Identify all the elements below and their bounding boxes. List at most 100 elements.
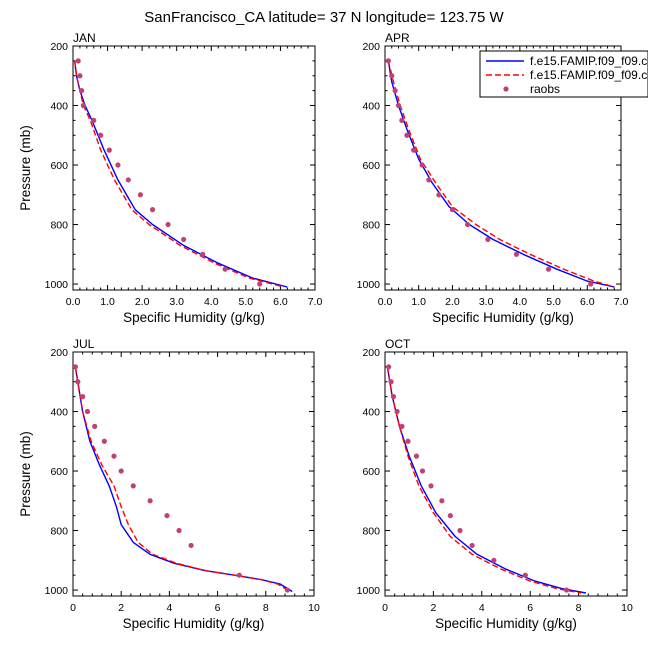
series-line-solid <box>74 60 288 288</box>
x-tick-label: 0 <box>70 602 76 614</box>
x-axis-title: Specific Humidity (g/kg) <box>435 616 577 631</box>
raobs-point <box>392 88 398 94</box>
series-group <box>74 58 288 288</box>
raobs-point <box>147 498 153 504</box>
plot-frame <box>72 45 316 291</box>
y-tick-label: 200 <box>362 41 380 53</box>
raobs-point <box>164 513 170 519</box>
raobs-point <box>388 379 394 385</box>
series-group <box>386 364 587 594</box>
raobs-point <box>200 251 206 257</box>
raobs-point <box>257 281 263 287</box>
x-tick-label: 6.0 <box>273 296 288 308</box>
raobs-point <box>73 364 79 370</box>
x-tick-label: 5.0 <box>546 296 561 308</box>
raobs-point <box>419 468 426 474</box>
y-tick-label: 1000 <box>45 585 69 597</box>
raobs-point <box>118 468 124 474</box>
series-line-dashed <box>386 366 582 594</box>
x-tick-label: 0 <box>382 602 388 614</box>
x-tick-label: 7.0 <box>614 296 629 308</box>
raobs-point <box>79 88 85 94</box>
raobs-point <box>106 147 112 153</box>
raobs-point <box>188 542 194 549</box>
legend: f.e15.FAMIP.f09_f09.cf.e15.FAMIP.f09_f09… <box>479 50 648 98</box>
y-tick-label: 400 <box>50 101 68 113</box>
x-axis-title: Specific Humidity (g/kg) <box>123 616 265 631</box>
raobs-point <box>176 527 182 534</box>
legend-label: f.e15.FAMIP.f09_f09.c <box>530 68 647 82</box>
raobs-point <box>386 364 392 370</box>
x-tick-label: 1.0 <box>100 296 115 308</box>
raobs-point <box>236 572 242 578</box>
raobs-point <box>284 587 291 593</box>
raobs-point <box>399 117 405 123</box>
x-tick-label: 2 <box>118 602 124 614</box>
x-tick-label: 6 <box>215 602 221 614</box>
x-tick-label: 2 <box>430 602 436 614</box>
panel-label: OCT <box>385 337 411 351</box>
raobs-point <box>485 236 491 243</box>
raobs-point <box>522 572 528 578</box>
panel-apr: APR 0.0 1.0 2.0 3.0 4.0 5.0 6.0 7.0 200 400 600 800 1… <box>357 31 629 325</box>
figure-title: SanFrancisco_CA latitude= 37 N longitude… <box>144 9 504 26</box>
x-tick-label: 0.0 <box>66 296 81 308</box>
panel-jan: JAN 0.0 1.0 2.0 3.0 4.0 5.0 6.0 7.0 200 400 600 800 1… <box>18 31 322 325</box>
x-tick-label: 8 <box>263 602 269 614</box>
raobs-point <box>436 192 442 198</box>
raobs-point <box>411 147 417 153</box>
y-tick-label: 200 <box>50 347 68 359</box>
x-tick-label: 4.0 <box>204 296 219 308</box>
x-tick-label: 4 <box>166 602 172 614</box>
x-tick-label: 1.0 <box>411 296 426 308</box>
y-tick-label: 600 <box>362 160 380 172</box>
y-tick-label: 1000 <box>357 279 381 291</box>
raobs-point <box>513 251 520 257</box>
raobs-point <box>111 453 117 459</box>
raobs-point <box>491 557 497 563</box>
raobs-point <box>222 266 228 272</box>
raobs-point <box>447 513 453 519</box>
plot-frame <box>384 45 622 291</box>
y-tick-label: 1000 <box>45 279 69 291</box>
raobs-point <box>84 408 91 415</box>
y-tick-label: 800 <box>50 526 68 538</box>
raobs-point <box>75 379 81 385</box>
raobs-point <box>149 207 156 213</box>
raobs-point <box>75 58 81 64</box>
raobs-point <box>91 117 97 123</box>
raobs-point <box>563 587 570 593</box>
raobs-point <box>390 394 397 400</box>
legend-label: raobs <box>530 82 560 96</box>
panel-jul: JUL 0 2 4 6 8 10 200 400 600 800 1000 Specific Humid… <box>18 337 320 631</box>
raobs-point <box>92 423 98 429</box>
raobs-point <box>80 394 86 400</box>
series-line-dashed <box>74 366 291 593</box>
raobs-point <box>385 58 391 64</box>
y-tick-label: 600 <box>362 466 380 478</box>
y-tick-label: 400 <box>362 101 380 113</box>
x-tick-label: 10 <box>621 602 633 614</box>
x-axis-title: Specific Humidity (g/kg) <box>432 310 574 325</box>
y-axis-title: Pressure (mb) <box>18 431 33 517</box>
raobs-point <box>404 132 410 138</box>
y-tick-label: 400 <box>50 407 68 419</box>
legend-label: f.e15.FAMIP.f09_f09.c <box>530 54 647 68</box>
y-tick-label: 800 <box>362 220 380 232</box>
x-tick-label: 8 <box>576 602 582 614</box>
raobs-point <box>426 177 432 183</box>
y-tick-label: 400 <box>362 407 380 419</box>
raobs-point <box>98 132 104 138</box>
raobs-point <box>115 162 121 168</box>
raobs-point <box>101 438 107 444</box>
raobs-point <box>588 281 594 287</box>
y-tick-label: 1000 <box>357 585 381 597</box>
legend-marker <box>503 86 509 92</box>
raobs-point <box>465 221 471 228</box>
raobs-point <box>125 177 131 183</box>
x-tick-label: 4.0 <box>513 296 528 308</box>
raobs-point <box>80 102 86 109</box>
raobs-point <box>419 162 425 168</box>
